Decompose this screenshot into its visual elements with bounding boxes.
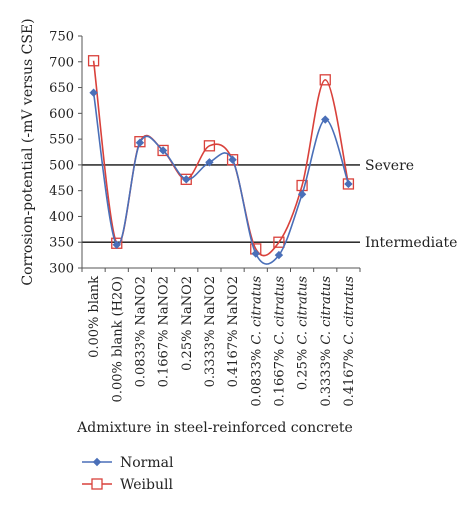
y-axis-title: Corrosion-potential (-mV versus CSE) — [20, 18, 36, 285]
y-tick-label: 700 — [49, 55, 74, 70]
x-category-label: 0.4167% C. citratus — [342, 276, 357, 407]
y-tick-label: 650 — [49, 81, 74, 96]
y-tick-label: 300 — [49, 262, 74, 277]
series-line-normal — [92, 92, 350, 265]
series-line-weibull — [92, 60, 350, 257]
data-point-normal — [205, 158, 214, 167]
data-point-normal — [344, 179, 353, 189]
data-point-normal — [158, 146, 168, 155]
data-point-normal — [182, 175, 191, 184]
x-category-label: 0.25% C. citratus — [296, 276, 311, 390]
y-tick-label: 750 — [49, 30, 74, 45]
legend-label-weibull: Weibull — [120, 477, 173, 493]
data-point-normal — [89, 88, 98, 97]
y-tick-label: 600 — [49, 107, 74, 122]
data-point-normal — [112, 240, 121, 249]
x-axis-title: Admixture in steel-reinforced concrete — [76, 420, 353, 436]
x-category-label: 0.1667% NaNO2 — [157, 276, 172, 387]
x-category-label: 0.25% NaNO2 — [180, 276, 195, 371]
legend-marker-weibull — [91, 478, 103, 490]
data-point-normal — [228, 155, 237, 164]
x-category-label: 0.4167% NaNO2 — [226, 276, 241, 387]
y-tick-label: 500 — [49, 158, 74, 173]
data-point-weibull — [87, 55, 100, 67]
data-point-weibull — [273, 236, 285, 248]
data-point-weibull — [157, 144, 169, 157]
legend-label-normal: Normal — [120, 455, 174, 471]
legend-marker-normal — [92, 457, 102, 467]
data-point-weibull — [319, 74, 331, 86]
data-point-normal — [297, 190, 307, 199]
x-category-label: 0.1667% C. citratus — [272, 276, 287, 407]
data-point-normal — [274, 250, 284, 260]
x-category-label: 0.0833% C. citratus — [249, 276, 264, 407]
x-category-label: 0.0833% NaNO2 — [133, 276, 148, 387]
threshold-label: Severe — [365, 158, 414, 174]
y-tick-label: 550 — [49, 133, 74, 148]
threshold-lines: Severe Intermediate — [82, 158, 457, 251]
legend: Normal Weibull — [82, 455, 174, 493]
x-category-label: 0.00% blank (H2O) — [110, 276, 125, 402]
x-category-label: 0.00% blank — [87, 276, 102, 358]
x-category-label: 0.3333% C. citratus — [319, 276, 334, 407]
axes: 300 350 400 450 500 550 600 650 700 750 0.00% blan… — [20, 18, 361, 436]
y-tick-label: 450 — [49, 184, 74, 199]
data-point-normal — [135, 138, 145, 147]
y-tick-label: 350 — [49, 236, 74, 251]
data-point-normal — [251, 249, 260, 258]
data-point-weibull — [342, 178, 355, 190]
threshold-label: Intermediate — [365, 235, 457, 251]
data-point-normal — [321, 115, 330, 124]
data-point-weibull — [203, 140, 216, 152]
x-category-label: 0.3333% NaNO2 — [203, 276, 218, 387]
y-tick-label: 400 — [49, 210, 74, 225]
data-point-weibull — [226, 154, 239, 166]
series — [87, 55, 355, 265]
